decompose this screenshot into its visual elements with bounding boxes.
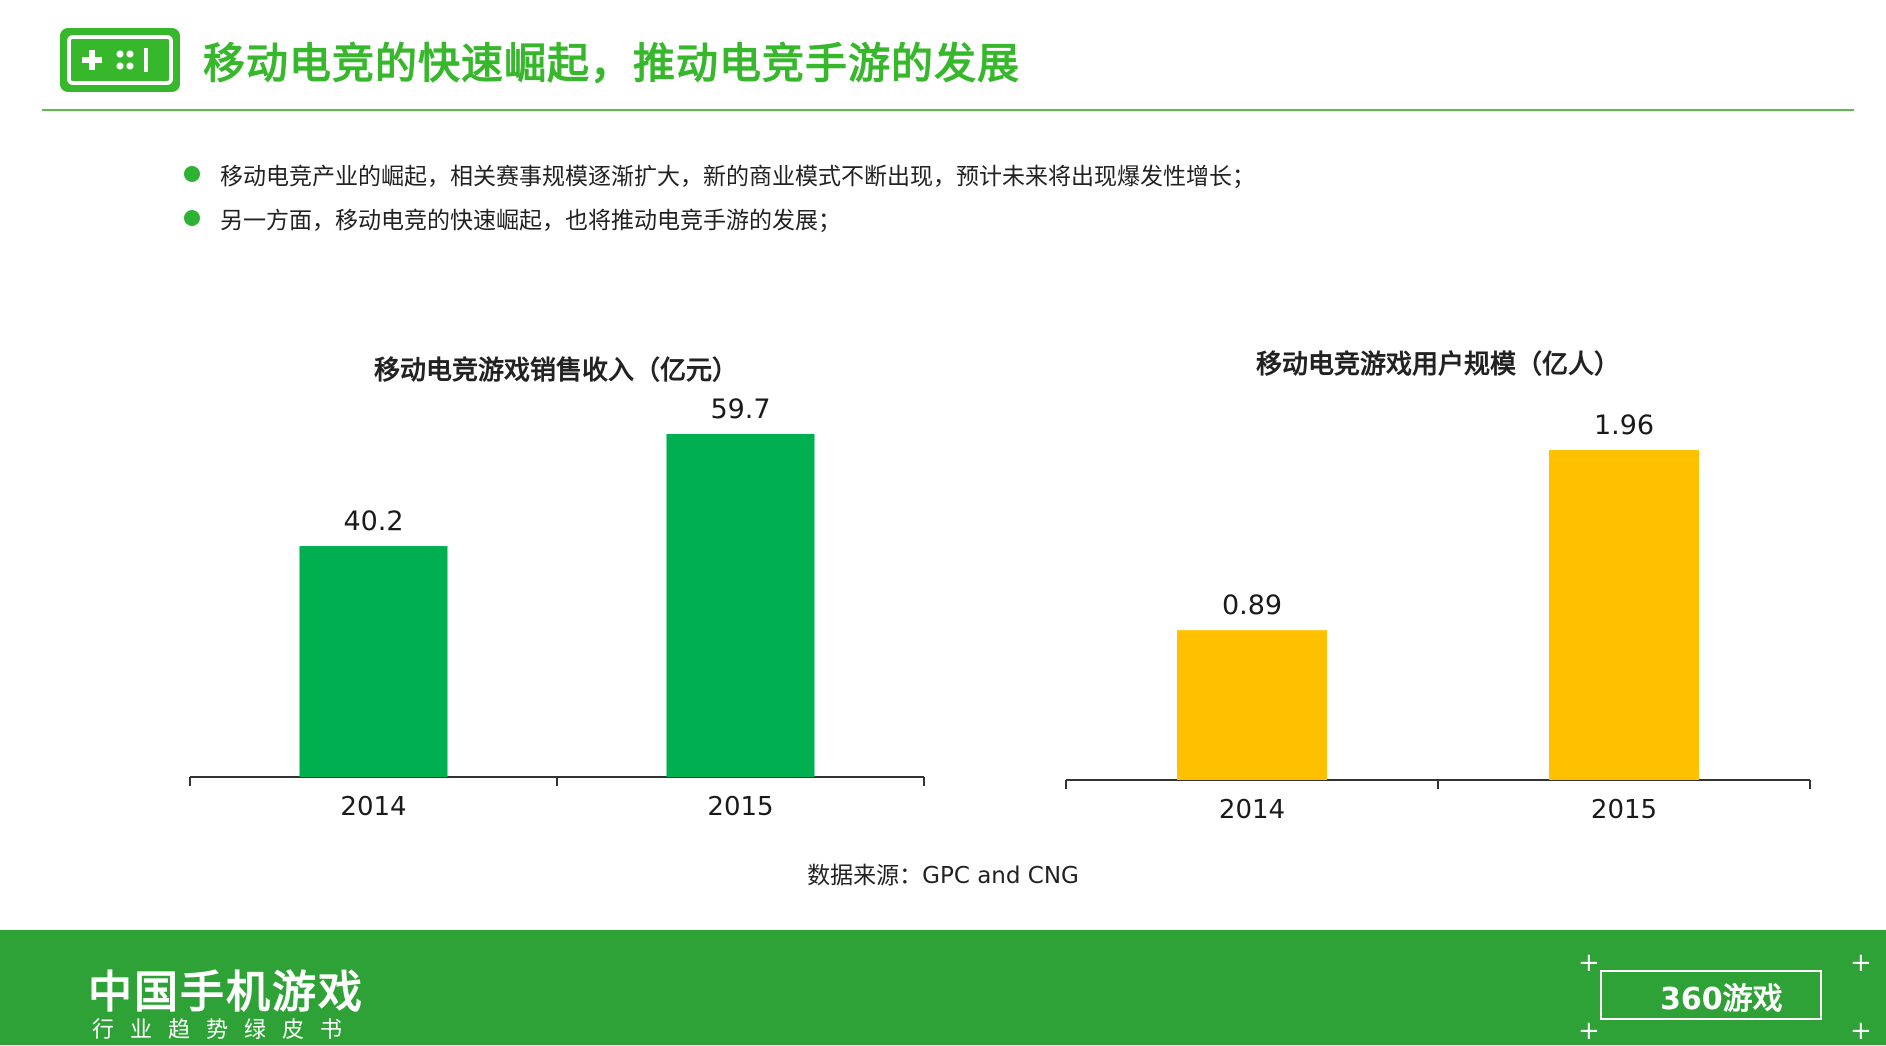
x-tick-label: 2014 <box>1219 795 1285 825</box>
bar <box>299 546 448 777</box>
plus-icon: + <box>1578 1016 1600 1046</box>
plus-icon: + <box>1850 1016 1872 1046</box>
plus-icon: + <box>1850 948 1872 978</box>
revenue-chart: 移动电竞游戏销售收入（亿元） 40.2 2014 59.7 2015 <box>188 346 925 826</box>
bullet-item: 移动电竞产业的崛起，相关赛事规模逐渐扩大，新的商业模式不断出现，预计未来将出现爆… <box>184 152 1255 196</box>
footer-subtitle: 行业趋势绿皮书 <box>92 1018 359 1043</box>
chart-title: 移动电竞游戏用户规模（亿人） <box>1255 350 1620 380</box>
x-tick-label: 2015 <box>1591 795 1657 825</box>
bullet-item: 另一方面，移动电竞的快速崛起，也将推动电竞手游的发展； <box>184 196 1255 240</box>
bar <box>666 434 815 777</box>
logo-frame <box>1600 970 1822 1020</box>
bar <box>1549 450 1699 780</box>
data-label: 59.7 <box>710 394 770 425</box>
source-note: 数据来源：GPC and CNG <box>807 863 1079 889</box>
footer-banner: 中国手机游戏 行业趋势绿皮书 360游戏 + + + + <box>0 930 1886 1045</box>
data-label: 1.96 <box>1594 410 1654 441</box>
users-chart-plot: 0.89 2014 1.96 2015 <box>1065 410 1811 825</box>
data-label: 0.89 <box>1222 590 1282 621</box>
bullet-list: 移动电竞产业的崛起，相关赛事规模逐渐扩大，新的商业模式不断出现，预计未来将出现爆… <box>184 152 1255 240</box>
data-label: 40.2 <box>343 506 403 537</box>
bullet-text: 另一方面，移动电竞的快速崛起，也将推动电竞手游的发展； <box>220 208 841 234</box>
plus-icon: + <box>1578 948 1600 978</box>
logo-360-games: 360游戏 <box>1660 974 1783 1018</box>
users-chart: 移动电竞游戏用户规模（亿人） 0.89 2014 1.96 2015 <box>1065 340 1811 826</box>
gamepad-icon <box>60 28 180 92</box>
x-tick-label: 2014 <box>340 792 406 822</box>
x-tick-label: 2015 <box>707 792 773 822</box>
revenue-chart-plot: 40.2 2014 59.7 2015 <box>189 394 925 822</box>
page-title: 移动电竞的快速崛起，推动电竞手游的发展 <box>203 39 1021 88</box>
footer-brand: 中国手机游戏 <box>88 967 364 1018</box>
header-divider <box>42 109 1854 111</box>
logo-text: 360游戏 <box>1660 982 1783 1017</box>
bar <box>1177 630 1327 780</box>
bullet-dot-icon <box>184 166 200 182</box>
chart-title: 移动电竞游戏销售收入（亿元） <box>373 356 738 386</box>
bullet-text: 移动电竞产业的崛起，相关赛事规模逐渐扩大，新的商业模式不断出现，预计未来将出现爆… <box>220 164 1255 190</box>
bullet-dot-icon <box>184 210 200 226</box>
